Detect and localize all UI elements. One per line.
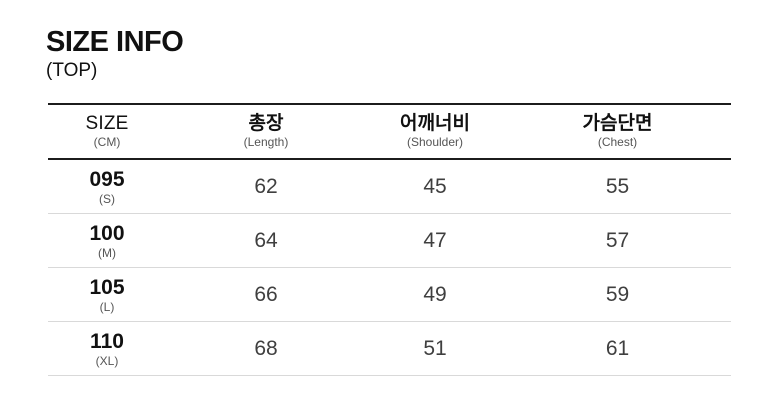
table-row-095: 095 (S) 62 45 55 <box>48 160 731 215</box>
size-label: (L) <box>99 299 115 314</box>
column-sublabel-length: (Length) <box>243 135 289 150</box>
size-value: 100 <box>89 221 125 245</box>
size-label: (M) <box>98 245 116 260</box>
column-label-size: SIZE <box>85 113 129 135</box>
chest-value: 61 <box>605 337 630 361</box>
column-label-shoulder: 어깨너비 <box>400 113 470 135</box>
size-value: 095 <box>89 167 125 191</box>
size-label: (XL) <box>95 353 119 368</box>
length-value: 68 <box>254 337 278 361</box>
column-sublabel-size: (CM) <box>93 135 121 150</box>
chest-value: 55 <box>605 175 630 199</box>
column-header-shoulder: 어깨너비 (Shoulder) <box>366 113 504 150</box>
shoulder-value: 45 <box>423 175 447 199</box>
length-value: 64 <box>254 229 278 253</box>
chest-value: 57 <box>605 229 630 253</box>
size-cell: 110 (XL) <box>48 331 166 367</box>
size-value: 110 <box>90 329 124 353</box>
size-info-page: SIZE INFO (TOP) SIZE (CM) 총장 (Length) 어깨… <box>46 26 731 377</box>
table-row-100: 100 (M) 64 47 57 <box>48 214 731 269</box>
column-sublabel-shoulder: (Shoulder) <box>406 135 464 150</box>
size-label: (S) <box>99 191 115 206</box>
column-header-chest: 가슴단면 (Chest) <box>504 113 731 150</box>
chest-value: 59 <box>605 283 630 307</box>
size-cell: 100 (M) <box>48 223 166 259</box>
column-label-chest: 가슴단면 <box>582 113 653 135</box>
table-row-110: 110 (XL) 68 51 61 <box>48 322 731 377</box>
length-value: 62 <box>254 175 278 199</box>
column-label-length: 총장 <box>248 113 284 135</box>
length-value: 66 <box>254 283 278 307</box>
size-cell: 095 (S) <box>48 169 166 205</box>
column-sublabel-chest: (Chest) <box>597 135 638 150</box>
table-row-105: 105 (L) 66 49 59 <box>48 268 731 323</box>
size-value: 105 <box>89 275 125 299</box>
size-cell: 105 (L) <box>48 277 166 313</box>
size-table: SIZE (CM) 총장 (Length) 어깨너비 (Shoulder) 가슴… <box>48 103 731 377</box>
shoulder-value: 49 <box>423 283 447 307</box>
column-header-size: SIZE (CM) <box>48 113 166 150</box>
column-header-length: 총장 (Length) <box>166 113 366 150</box>
shoulder-value: 51 <box>423 337 447 361</box>
table-header-row: SIZE (CM) 총장 (Length) 어깨너비 (Shoulder) 가슴… <box>48 105 731 161</box>
page-title: SIZE INFO <box>46 26 184 58</box>
page-subtitle: (TOP) <box>46 60 98 82</box>
shoulder-value: 47 <box>423 229 447 253</box>
